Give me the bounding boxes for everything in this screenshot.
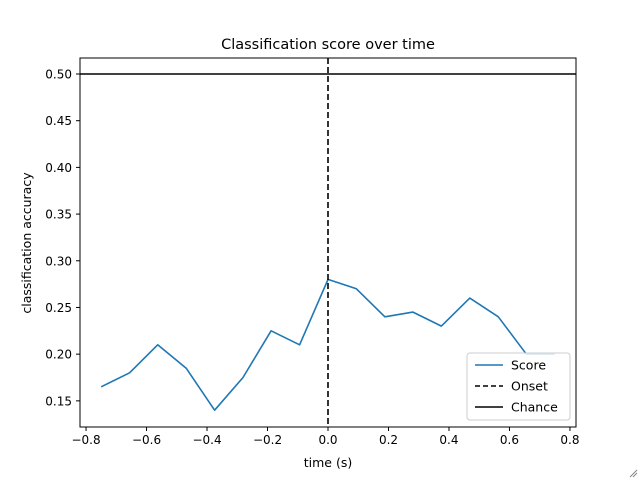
y-axis-label: classification accuracy xyxy=(19,172,34,314)
legend-label-chance: Chance xyxy=(511,400,558,415)
chart-title: Classification score over time xyxy=(221,37,435,53)
y-tick-label: 0.35 xyxy=(45,208,72,222)
plot-area xyxy=(80,58,576,427)
legend-label-score: Score xyxy=(511,358,546,373)
y-tick-label: 0.30 xyxy=(45,254,72,268)
x-tick-label: 0.8 xyxy=(560,433,579,447)
legend-label-onset: Onset xyxy=(511,379,548,394)
axes: −0.8 −0.6 −0.4 −0.2 0.0 0.2 0.4 0.6 0.8 0.15 0.20 0… xyxy=(45,57,579,447)
x-tick-label: −0.6 xyxy=(132,433,161,447)
resize-grip-icon[interactable] xyxy=(628,468,638,478)
x-tick-label: 0.0 xyxy=(318,433,337,447)
x-axis-label: time (s) xyxy=(304,455,352,470)
x-tick-label: −0.4 xyxy=(192,433,221,447)
legend-box xyxy=(466,352,571,421)
legend: Score Onset Chance xyxy=(466,352,571,421)
y-tick-label: 0.15 xyxy=(45,394,72,408)
y-tick-label: 0.40 xyxy=(45,161,72,175)
y-tick-label: 0.25 xyxy=(45,301,72,315)
x-tick-label: 0.4 xyxy=(439,433,458,447)
y-tick-label: 0.50 xyxy=(45,68,72,82)
x-tick-label: 0.6 xyxy=(500,433,519,447)
y-tick-label: 0.20 xyxy=(45,348,72,362)
y-tick-label: 0.45 xyxy=(45,114,72,128)
x-tick-label: 0.2 xyxy=(379,433,398,447)
x-tick-label: −0.8 xyxy=(71,433,100,447)
x-tick-label: −0.2 xyxy=(253,433,282,447)
